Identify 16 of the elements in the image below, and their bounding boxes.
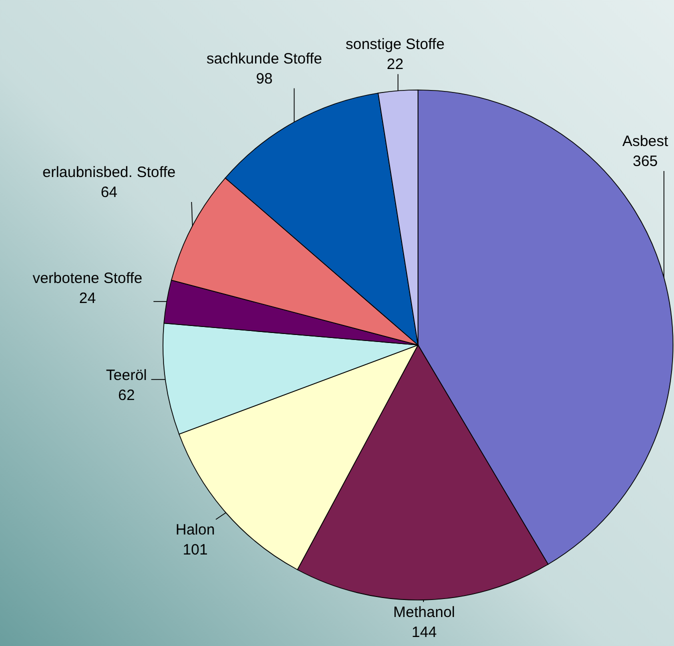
data-label: 101 [182, 541, 208, 558]
slice-label: verbotene Stoffe [32, 270, 142, 287]
slice-label: Asbest [622, 132, 670, 150]
data-label: 144 [412, 624, 437, 641]
slice-label: sonstige Stoffe [346, 36, 445, 54]
slice-label: Teeröl [106, 366, 147, 384]
slice-label: erlaubnisbed. Stoffe [42, 164, 176, 181]
slice-label: Halon [176, 521, 215, 538]
data-label: 365 [632, 152, 658, 170]
slice-label: sachkunde Stoffe [206, 50, 322, 68]
slice-label: Methanol [393, 604, 456, 621]
data-label: 22 [386, 56, 404, 74]
data-label: 24 [79, 290, 96, 307]
data-label: 98 [256, 70, 273, 88]
data-label: 62 [118, 386, 135, 404]
data-label: 64 [100, 184, 118, 201]
